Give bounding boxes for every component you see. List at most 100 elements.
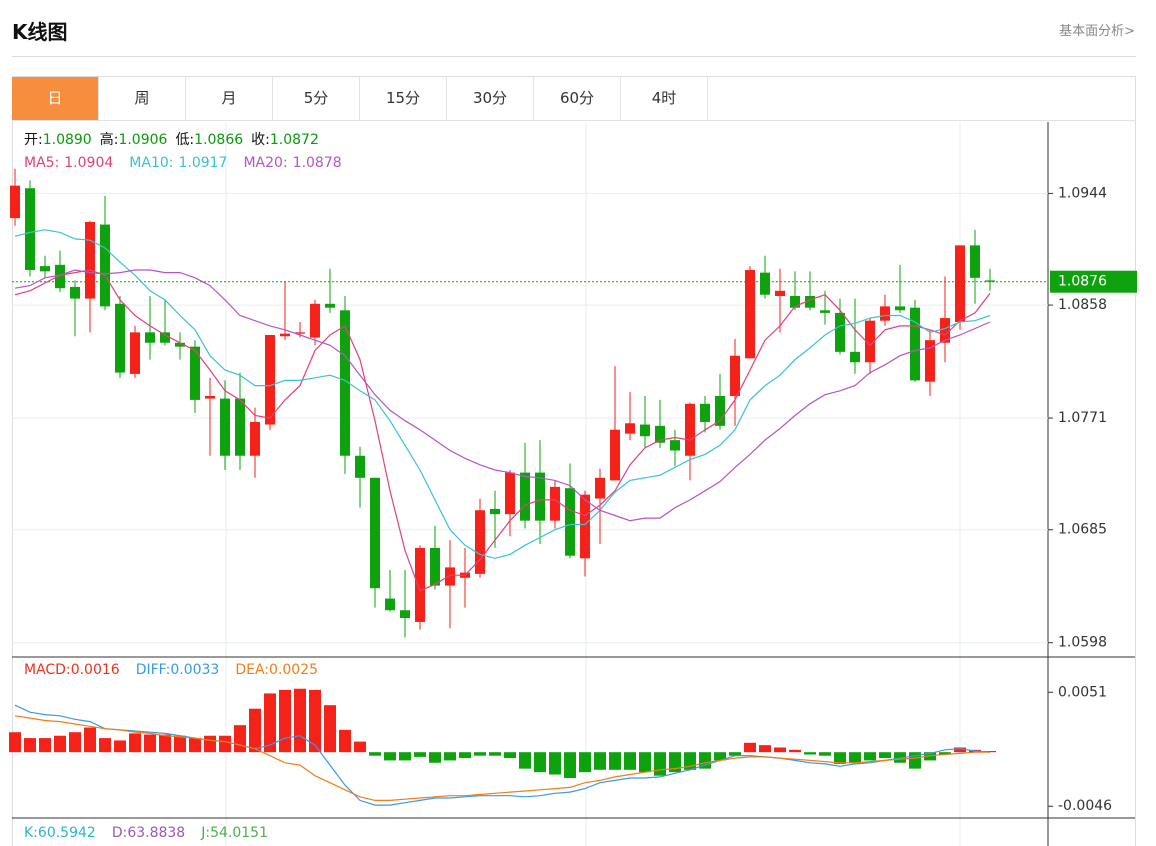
candle-body — [205, 395, 215, 399]
candle-body — [535, 472, 545, 521]
ma-line — [14, 229, 991, 559]
period-tab[interactable]: 5分 — [273, 77, 360, 120]
candle-body — [565, 488, 575, 556]
period-tab[interactable]: 15分 — [360, 77, 447, 120]
macd-bar — [9, 732, 21, 753]
candle-body — [310, 303, 320, 338]
candle-body — [700, 403, 710, 422]
candle-body — [265, 334, 275, 425]
candle-body — [670, 440, 680, 451]
candle-body — [520, 472, 530, 521]
legend-label: 低: — [175, 132, 194, 148]
candle-body — [40, 266, 50, 272]
y-tick-label: 1.0685 — [1058, 522, 1107, 538]
legend-label: MA5: — [24, 155, 59, 171]
period-tab[interactable]: 60分 — [534, 77, 621, 120]
period-tab[interactable]: 30分 — [447, 77, 534, 120]
period-tabs: 日周月 5分 15分 30分 60分 4时 — [12, 77, 708, 120]
macd-line — [14, 704, 991, 806]
macd-bar — [69, 732, 81, 753]
macd-bar — [714, 752, 726, 761]
macd-bar — [114, 740, 126, 753]
legend: MACD:0.0016 DIFF:0.0033 DEA:0.0025 — [24, 662, 318, 678]
candle-body — [550, 486, 560, 521]
macd-bar — [894, 752, 906, 763]
macd-bar — [309, 689, 321, 753]
legend-value: 1.0890 — [43, 132, 92, 148]
legend-value: 1.0904 — [64, 155, 113, 171]
candle-body — [70, 286, 80, 299]
macd-bar — [804, 752, 816, 755]
macd-bar — [24, 738, 36, 753]
macd-bar — [834, 752, 846, 764]
macd-bar — [669, 752, 681, 773]
candle-body — [445, 567, 455, 586]
ma-line — [14, 269, 991, 522]
candle-body — [325, 303, 335, 308]
legend-label: 高: — [100, 131, 119, 148]
candle-body — [490, 508, 500, 515]
period-tab[interactable]: 4时 — [621, 77, 708, 120]
period-tab[interactable]: 月 — [186, 77, 273, 120]
macd-bar — [459, 752, 471, 759]
legend-value: 1.0906 — [118, 132, 167, 148]
candle-body — [400, 610, 410, 619]
y-tick-label: -0.0046 — [1058, 798, 1112, 814]
candle-body — [910, 307, 920, 381]
candle-body — [940, 318, 950, 343]
candle-body — [85, 221, 95, 299]
candle-body — [775, 290, 785, 297]
candle-body — [235, 398, 245, 456]
legend-label: DIFF: — [136, 662, 171, 678]
candle-body — [655, 425, 665, 443]
last-price-box — [1050, 270, 1137, 293]
macd-bar — [504, 752, 516, 759]
legend-label: MA10: — [129, 155, 173, 171]
macd-bar — [744, 742, 756, 753]
legend-value: 0.0016 — [71, 662, 120, 678]
fundamentals-link[interactable]: 基本面分析> — [1059, 24, 1135, 39]
macd-bar — [729, 752, 741, 756]
macd-bar — [264, 693, 276, 753]
legend-value: 1.0917 — [178, 155, 227, 171]
candle-body — [730, 355, 740, 396]
candle-body — [415, 547, 425, 622]
legend: MA5: 1.0904 MA10: 1.0917 MA20: 1.0878 — [24, 155, 342, 171]
candle-body — [970, 245, 980, 278]
candle-body — [895, 306, 905, 311]
legend-value: 1.0872 — [270, 132, 319, 148]
macd-bar — [39, 738, 51, 753]
y-tick-label: 1.0944 — [1058, 185, 1107, 201]
macd-bar — [549, 752, 561, 775]
macd-bar — [849, 752, 861, 763]
candle-body — [25, 188, 35, 271]
macd-bar — [354, 741, 366, 753]
macd-bar — [54, 735, 66, 753]
macd-bar — [534, 752, 546, 773]
macd-bar — [129, 733, 141, 753]
candle-body — [505, 472, 515, 515]
macd-bar — [579, 752, 591, 773]
candle-body — [640, 424, 650, 437]
macd-bar — [414, 752, 426, 757]
legend-label: K: — [24, 825, 38, 841]
macd-bar — [564, 752, 576, 779]
candle-body — [925, 340, 935, 382]
legend-label: MA20: — [243, 155, 287, 171]
legend-value: 1.0878 — [293, 155, 342, 171]
y-tick-label: 0.0051 — [1058, 684, 1107, 700]
macd-bar — [444, 752, 456, 761]
candle-body — [250, 421, 260, 456]
macd-bar — [399, 752, 411, 761]
legend-value: 0.0025 — [269, 662, 318, 678]
candle-body — [430, 547, 440, 586]
y-tick-label: 1.0858 — [1058, 297, 1107, 313]
period-tab[interactable]: 日 — [12, 77, 99, 120]
period-tab[interactable]: 周 — [99, 77, 186, 120]
legend-label: DEA: — [235, 662, 269, 678]
legend: 开:1.0890 高:1.0906 低:1.0866 收:1.0872 — [24, 131, 319, 148]
legend-value: 63.8838 — [127, 825, 185, 841]
macd-bar — [279, 689, 291, 753]
